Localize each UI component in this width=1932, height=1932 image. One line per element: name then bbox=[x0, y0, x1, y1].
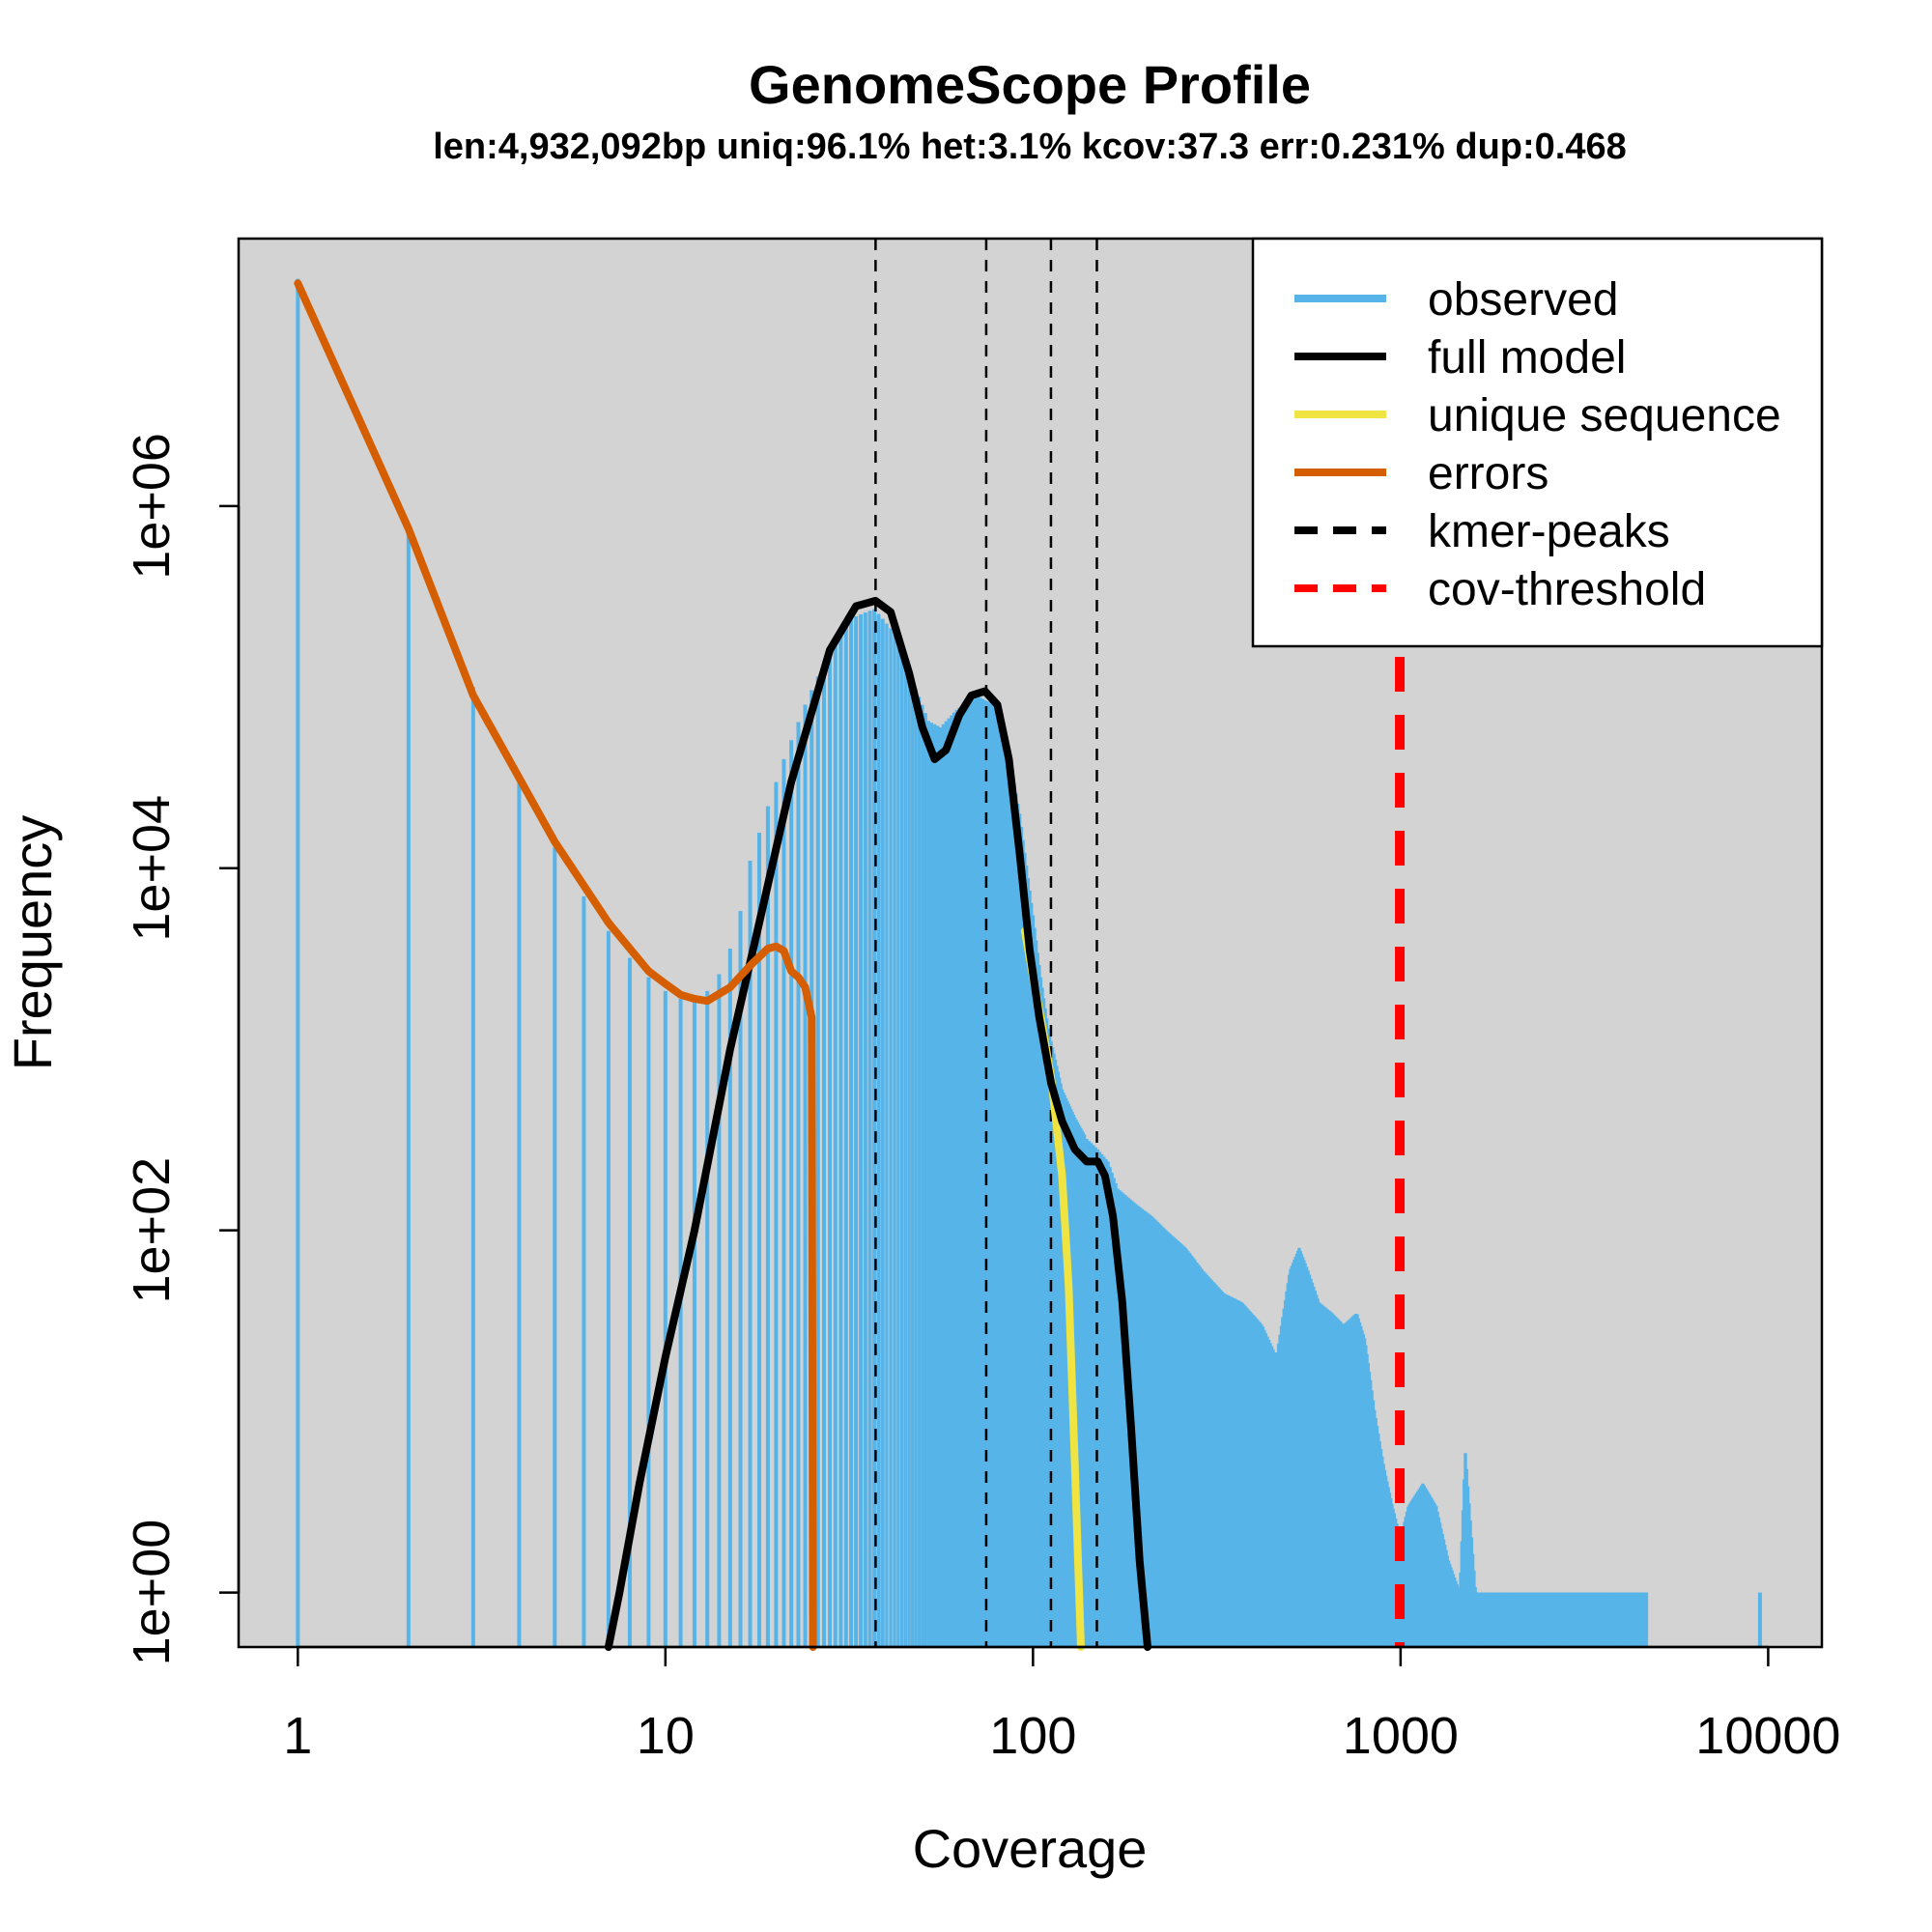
model-curves bbox=[294, 279, 1151, 1651]
legend-label-cov-threshold: cov-threshold bbox=[1428, 564, 1706, 615]
x-axis: 1 10 100 1000 10000 bbox=[283, 1645, 1840, 1765]
legend-label-observed: observed bbox=[1428, 274, 1618, 326]
legend-label-kmer-peaks: kmer-peaks bbox=[1428, 506, 1670, 557]
x-tick-label: 1000 bbox=[1343, 1707, 1459, 1765]
x-tick-label: 10000 bbox=[1695, 1707, 1840, 1765]
x-tick-label: 1 bbox=[283, 1707, 312, 1765]
y-tick-label: 1e+06 bbox=[123, 433, 181, 580]
y-tick-label: 1e+02 bbox=[123, 1157, 181, 1304]
legend-label-full-model: full model bbox=[1428, 332, 1626, 384]
legend-label-unique-sequence: unique sequence bbox=[1428, 390, 1781, 441]
kmer-peak-lines bbox=[874, 239, 1098, 1647]
x-tick-label: 10 bbox=[637, 1707, 695, 1765]
legend: observed full model unique sequence errors k… bbox=[1251, 237, 1824, 648]
x-tick-label: 100 bbox=[989, 1707, 1076, 1765]
legend-label-errors: errors bbox=[1428, 448, 1548, 499]
y-axis-label: Frequency bbox=[2, 815, 63, 1071]
y-axis: 1e+00 1e+02 1e+04 1e+06 bbox=[123, 433, 241, 1666]
observed-histogram bbox=[296, 278, 1762, 1647]
y-tick-label: 1e+04 bbox=[123, 795, 181, 942]
chart-title: GenomeScope Profile bbox=[749, 54, 1311, 115]
errors-curve bbox=[294, 279, 817, 1651]
x-axis-label: Coverage bbox=[913, 1818, 1148, 1879]
legend-box bbox=[1251, 237, 1824, 648]
chart-subtitle: len:4,932,092bp uniq:96.1% het:3.1% kcov… bbox=[433, 127, 1627, 167]
y-tick-label: 1e+00 bbox=[123, 1520, 181, 1666]
